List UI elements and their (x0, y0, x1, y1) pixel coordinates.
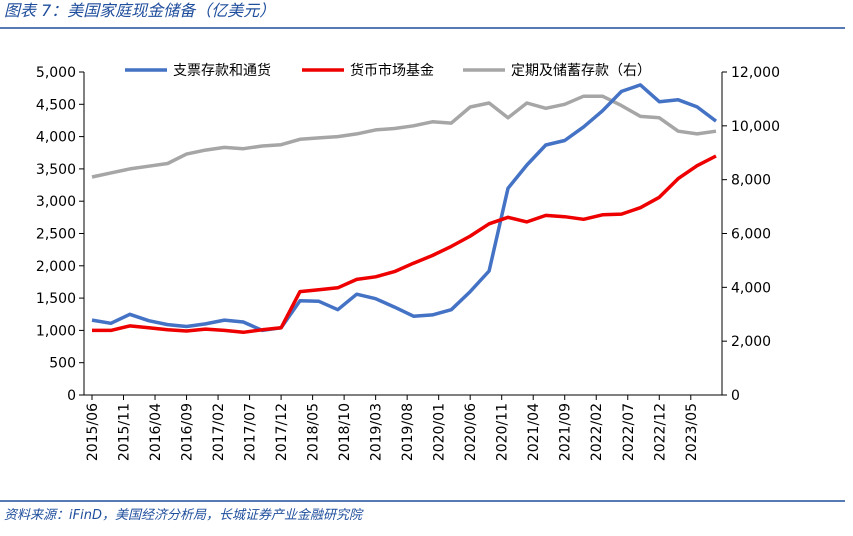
legend-label: 支票存款和通货 (173, 62, 271, 79)
y-tick-label: 4,000 (36, 130, 76, 146)
x-tick-label: 2023/05 (684, 403, 700, 461)
x-tick-label: 2021/04 (526, 403, 542, 461)
x-tick-label: 2022/07 (621, 403, 637, 461)
series-line (91, 83, 718, 333)
legend-label: 定期及储蓄存款（右） (511, 63, 651, 79)
y2-tick-label: 0 (731, 388, 740, 404)
y-tick-label: 1,000 (36, 323, 76, 339)
y-tick-label: 3,500 (36, 162, 76, 178)
x-tick-label: 2016/09 (180, 403, 196, 461)
y-tick-label: 4,500 (36, 97, 76, 113)
y-tick-label: 5,000 (36, 65, 76, 81)
chart-title: 图表 7：美国家庭现金储备（亿美元） (4, 1, 275, 20)
x-tick-label: 2019/08 (400, 403, 416, 461)
y-tick-label: 2,000 (36, 259, 76, 275)
x-tick-label: 2019/03 (369, 403, 385, 461)
x-tick-label: 2022/02 (589, 403, 605, 461)
y2-tick-label: 8,000 (731, 173, 771, 189)
y2-tick-label: 6,000 (731, 227, 771, 243)
y-tick-label: 3,000 (36, 194, 76, 210)
x-tick-label: 2018/10 (337, 403, 353, 461)
x-tick-label: 2018/05 (306, 403, 322, 461)
legend-label: 货币市场基金 (350, 62, 434, 79)
y-tick-label: 0 (67, 388, 76, 404)
y-tick-label: 500 (49, 356, 76, 372)
y-tick-label: 1,500 (36, 291, 76, 307)
x-tick-label: 2017/02 (211, 403, 227, 461)
x-tick-label: 2015/11 (117, 403, 133, 461)
y-tick-label: 2,500 (36, 227, 76, 243)
y2-tick-label: 12,000 (731, 65, 780, 81)
y2-tick-label: 4,000 (731, 280, 771, 296)
x-tick-label: 2017/12 (274, 403, 290, 461)
x-tick-label: 2022/12 (652, 403, 668, 461)
x-tick-label: 2016/04 (148, 403, 164, 461)
y2-tick-label: 2,000 (731, 334, 771, 350)
source: 资料来源：iFinD，美国经济分析局，长城证券产业金融研究院 (4, 507, 364, 523)
x-tick-label: 2020/11 (495, 403, 511, 461)
x-tick-label: 2015/06 (85, 403, 101, 461)
x-tick-label: 2020/06 (463, 403, 479, 461)
series-line (91, 94, 717, 179)
x-tick-label: 2021/09 (558, 403, 574, 461)
x-tick-label: 2017/07 (243, 403, 259, 461)
series-line (92, 154, 717, 335)
y2-tick-label: 10,000 (731, 119, 780, 135)
x-tick-label: 2020/01 (432, 403, 448, 461)
